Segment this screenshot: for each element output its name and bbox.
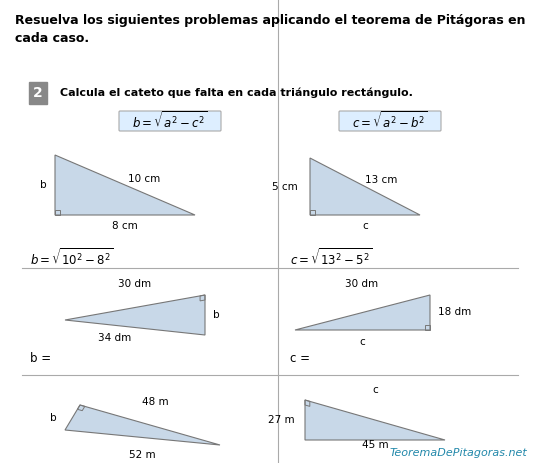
Text: 10 cm: 10 cm — [128, 174, 160, 184]
Text: $b=\sqrt{10^2-8^2}$: $b=\sqrt{10^2-8^2}$ — [30, 248, 113, 269]
FancyBboxPatch shape — [339, 111, 441, 131]
Polygon shape — [295, 295, 430, 330]
Text: b: b — [50, 413, 57, 423]
FancyBboxPatch shape — [119, 111, 221, 131]
Text: 13 cm: 13 cm — [365, 175, 397, 185]
Text: b: b — [213, 310, 220, 320]
Text: 27 m: 27 m — [268, 415, 295, 425]
Text: c: c — [372, 385, 378, 395]
Text: 34 dm: 34 dm — [98, 333, 132, 343]
Text: TeoremaDePitagoras.net: TeoremaDePitagoras.net — [390, 448, 528, 458]
Text: 52 m: 52 m — [129, 450, 156, 460]
Text: b: b — [40, 180, 47, 190]
Text: c =: c = — [290, 352, 310, 365]
Text: c: c — [359, 337, 365, 347]
Text: 30 dm: 30 dm — [346, 279, 379, 289]
Text: Resuelva los siguientes problemas aplicando el teorema de Pitágoras en: Resuelva los siguientes problemas aplica… — [15, 14, 525, 27]
Text: c: c — [362, 221, 368, 231]
Polygon shape — [65, 405, 220, 445]
Polygon shape — [310, 158, 420, 215]
Text: 5 cm: 5 cm — [272, 182, 298, 192]
Text: 45 m: 45 m — [362, 440, 388, 450]
Text: $c=\sqrt{13^2-5^2}$: $c=\sqrt{13^2-5^2}$ — [290, 248, 372, 269]
Text: cada caso.: cada caso. — [15, 32, 89, 45]
Polygon shape — [55, 155, 195, 215]
Text: 48 m: 48 m — [141, 397, 168, 407]
Text: $b=\sqrt{a^2-c^2}$: $b=\sqrt{a^2-c^2}$ — [132, 110, 208, 131]
Polygon shape — [305, 400, 445, 440]
Text: 2: 2 — [33, 86, 43, 100]
Text: 18 dm: 18 dm — [438, 307, 471, 317]
Text: b =: b = — [30, 352, 51, 365]
Text: 30 dm: 30 dm — [118, 279, 152, 289]
Polygon shape — [65, 295, 205, 335]
Text: $c=\sqrt{a^2-b^2}$: $c=\sqrt{a^2-b^2}$ — [352, 110, 428, 131]
Text: Calcula el cateto que falta en cada triángulo rectángulo.: Calcula el cateto que falta en cada triá… — [60, 88, 413, 98]
Text: 8 cm: 8 cm — [112, 221, 138, 231]
